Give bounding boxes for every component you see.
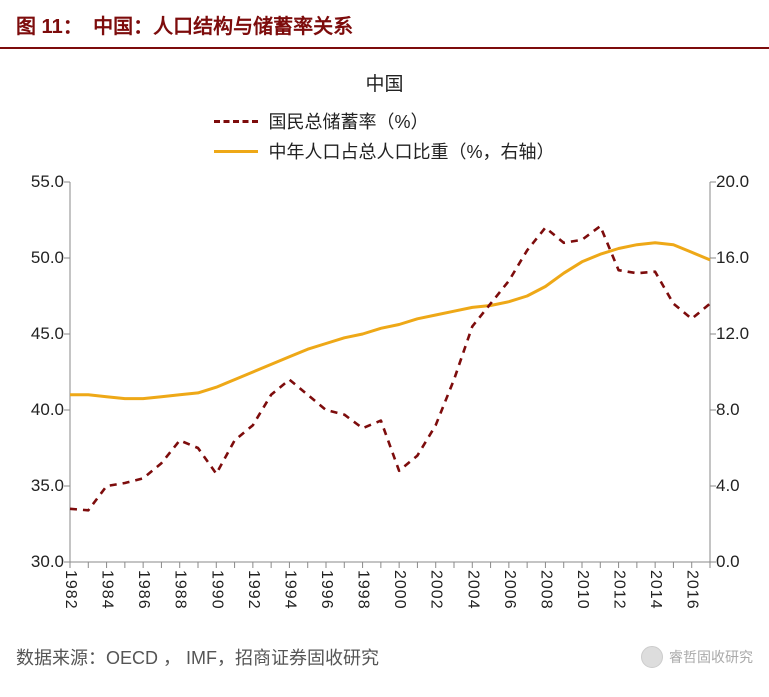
wechat-icon [641, 646, 663, 668]
y-right-tick-label: 12.0 [710, 324, 749, 344]
x-tick-label: 2006 [500, 570, 518, 610]
x-tick-label: 2008 [536, 570, 554, 610]
watermark-text: 睿哲固收研究 [669, 647, 753, 667]
y-left-tick-label: 45.0 [31, 324, 70, 344]
x-tick-label: 2000 [390, 570, 408, 610]
x-tick-label: 1986 [134, 570, 152, 610]
y-right-tick-label: 0.0 [710, 552, 740, 572]
legend-item-savings: 国民总储蓄率（%） [214, 108, 428, 134]
x-tick-label: 1994 [280, 570, 298, 610]
x-tick-label: 1988 [171, 570, 189, 610]
legend-swatch-dash [214, 120, 258, 123]
y-right-tick-label: 4.0 [710, 476, 740, 496]
y-right-tick-label: 20.0 [710, 172, 749, 192]
x-tick-label: 1998 [354, 570, 372, 610]
plot-wrap: 30.035.040.045.050.055.00.04.08.012.016.… [14, 176, 766, 620]
y-left-tick-label: 30.0 [31, 552, 70, 572]
y-right-tick-label: 8.0 [710, 400, 740, 420]
x-tick-label: 1982 [61, 570, 79, 610]
legend-label: 中年人口占总人口比重（%，右轴） [268, 138, 554, 164]
y-left-tick-label: 55.0 [31, 172, 70, 192]
y-left-tick-label: 35.0 [31, 476, 70, 496]
figure-caption: 中国：人口结构与储蓄率关系 [93, 16, 353, 38]
x-tick-label: 2014 [646, 570, 664, 610]
chart-svg [14, 176, 766, 620]
legend-item-midage: 中年人口占总人口比重（%，右轴） [214, 138, 554, 164]
y-right-tick-label: 16.0 [710, 248, 749, 268]
watermark: 睿哲固收研究 [641, 646, 753, 668]
y-left-tick-label: 50.0 [31, 248, 70, 268]
x-tick-label: 2002 [427, 570, 445, 610]
series-savings-line [70, 226, 710, 510]
source-line: 数据来源：OECD ， IMF，招商证券固收研究 睿哲固收研究 [0, 626, 769, 682]
chart-title: 中国 [14, 69, 755, 96]
x-tick-label: 1992 [244, 570, 262, 610]
series-midage-line [70, 243, 710, 399]
x-tick-label: 2004 [463, 570, 481, 610]
x-tick-label: 1990 [207, 570, 225, 610]
legend: 国民总储蓄率（%） 中年人口占总人口比重（%，右轴） [214, 106, 554, 166]
legend-label: 国民总储蓄率（%） [268, 108, 428, 134]
x-tick-label: 1996 [317, 570, 335, 610]
legend-swatch-solid [214, 150, 258, 153]
chart-area: 中国 国民总储蓄率（%） 中年人口占总人口比重（%，右轴） 30.0 35.0 40… [0, 49, 769, 626]
figure-title-bar: 图 11： 中国：人口结构与储蓄率关系 [0, 0, 769, 49]
y-left-tick-label: 40.0 [31, 400, 70, 420]
x-tick-label: 2012 [610, 570, 628, 610]
x-tick-label: 2010 [573, 570, 591, 610]
x-tick-label: 2016 [683, 570, 701, 610]
x-tick-label: 1984 [98, 570, 116, 610]
source-text: 数据来源：OECD ， IMF，招商证券固收研究 [16, 644, 379, 670]
figure-number: 图 11： [16, 16, 83, 38]
